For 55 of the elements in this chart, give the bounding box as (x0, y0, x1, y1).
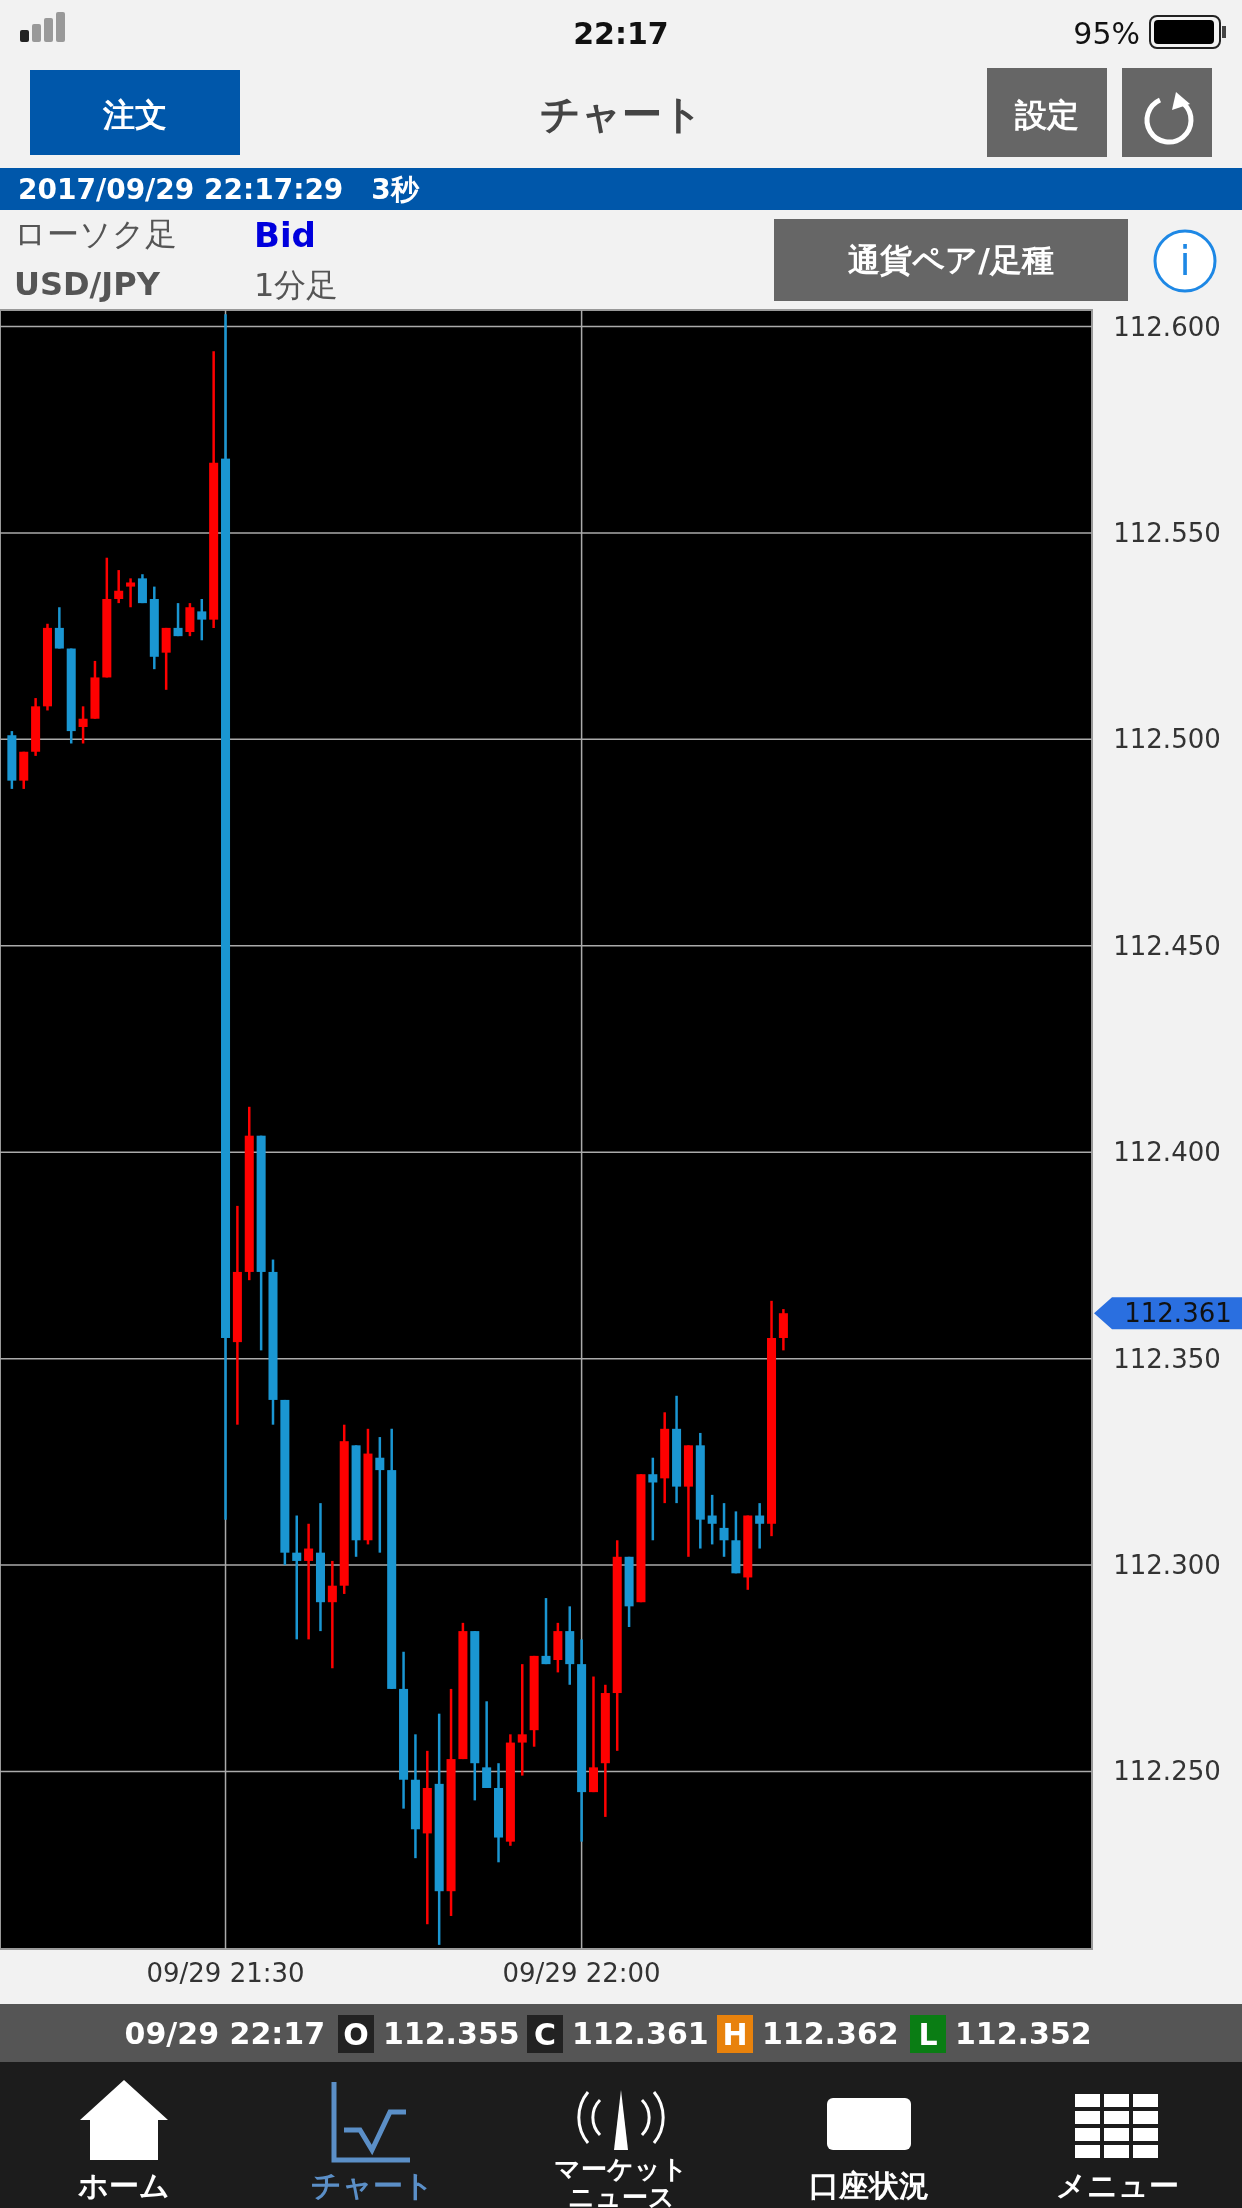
text: 通貨ペア/足種 (848, 241, 1054, 279)
text: 112.361 (1124, 1298, 1232, 1329)
text: メニュー (1055, 2168, 1179, 2203)
text: 112.355 (383, 2016, 520, 2051)
candlestick (375, 1435, 385, 1554)
text: 1分足 (254, 266, 339, 304)
y-tick-label: 112.350 (1113, 1343, 1221, 1374)
text: 95% (1073, 16, 1140, 51)
text: i (1179, 238, 1191, 284)
y-tick-label: 112.600 (1113, 311, 1221, 342)
y-tick-label: 112.550 (1113, 517, 1221, 548)
text: O (343, 2017, 369, 2052)
text: L (918, 2017, 938, 2052)
text: ローソク足 (14, 215, 177, 253)
text: 112.352 (955, 2016, 1092, 2051)
text: マーケット (554, 2154, 688, 2184)
candlestick (78, 705, 88, 745)
text: H (722, 2017, 748, 2052)
y-tick-label: 112.450 (1113, 930, 1221, 961)
text: Bid (254, 215, 316, 255)
candlestick (541, 1596, 551, 1666)
chart-title: チャート (539, 91, 703, 137)
text: USD/JPY (14, 265, 161, 303)
candlestick (54, 606, 64, 650)
y-tick-label: 112.400 (1113, 1137, 1221, 1168)
x-tick-label: 09/29 21:30 (146, 1958, 305, 1988)
candlestick (304, 1522, 314, 1641)
y-tick-label: 112.250 (1113, 1756, 1221, 1787)
text: 口座状況 (809, 2168, 929, 2203)
candlestick (126, 577, 136, 609)
candlestick (707, 1493, 717, 1546)
candlestick (197, 597, 207, 642)
candlestick (292, 1514, 302, 1641)
chart-subtitle: 2017/09/29 22:17:29 3秒 (18, 173, 420, 206)
text: C (533, 2017, 557, 2052)
y-tick-label: 112.300 (1113, 1550, 1221, 1581)
candlestick (482, 1700, 492, 1790)
candlestick (648, 1456, 658, 1542)
text: 09/29 22:17 (124, 2016, 325, 2051)
text: ホーム (78, 2168, 170, 2203)
text: 112.362 (762, 2016, 899, 2051)
text: ニュース (567, 2182, 675, 2208)
candlestick (114, 568, 124, 605)
y-tick-label: 112.500 (1113, 724, 1221, 755)
candlestick (327, 1559, 337, 1670)
text: チャート (310, 2168, 434, 2203)
text: 22:17 (573, 16, 669, 51)
candlestick (173, 601, 183, 638)
text: 112.361 (572, 2016, 709, 2051)
text: 注文 (102, 96, 167, 134)
x-tick-label: 09/29 22:00 (502, 1958, 661, 1988)
candlestick (719, 1501, 729, 1559)
candlestick (755, 1501, 765, 1550)
text: 設定 (1014, 96, 1079, 134)
candlestick (517, 1662, 527, 1777)
